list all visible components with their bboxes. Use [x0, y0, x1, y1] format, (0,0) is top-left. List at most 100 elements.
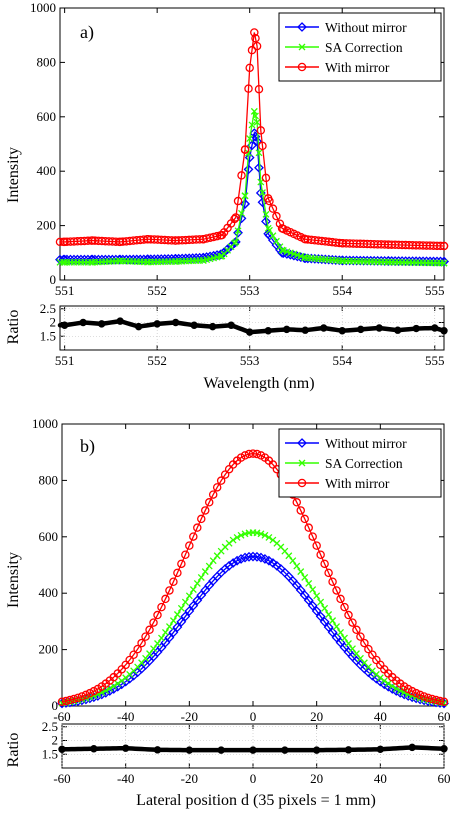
panel-a-ratio-ratio-point [60, 321, 69, 329]
panel-b-legend-marker [297, 438, 307, 448]
panel-a-ratio-ratio-point [394, 326, 402, 334]
panel-b-ratio-xtick-label: -60 [53, 771, 70, 786]
panel-a-ratio-ytick-label: 1.5 [40, 328, 56, 343]
panel-b-series-point [304, 523, 313, 532]
panel-a-series-point [76, 254, 86, 265]
panel-b-series-point [189, 586, 197, 594]
panel-b-series-point [364, 644, 373, 654]
panel-b-series-point [146, 650, 154, 658]
panel-a-ratio-xtick-label: 554 [332, 353, 352, 368]
panel-b-series-point [228, 558, 239, 568]
panel-a-series-point [254, 84, 264, 94]
panel-b-series-point [315, 611, 326, 622]
panel-b-series-point [419, 692, 429, 701]
panel-a-ratio-xtick-label: 552 [147, 353, 167, 368]
panel-b-series-point [192, 595, 203, 606]
panel-a-ratio-ratio-point [301, 326, 309, 334]
panel-b-ratio-ratio-point [58, 745, 66, 753]
panel-b-series-point [292, 498, 302, 507]
panel-a-ratio-ratio-point [208, 322, 217, 331]
panel-a-ytick-label: 400 [37, 163, 57, 178]
panel-b-xlabel: Lateral position d (35 pixels = 1 mm) [136, 792, 376, 809]
panel-b-series-point [189, 532, 198, 541]
panel-b-series-point [232, 555, 243, 566]
panel-b-xtick-label: -60 [53, 709, 70, 724]
panel-b-ytick-label: 600 [39, 529, 59, 544]
panel-a-series-point [143, 234, 153, 244]
panel-a-ratio-ratio-point [412, 324, 420, 333]
panel-b-series-point [312, 541, 321, 550]
panel-b-series-point [193, 579, 201, 587]
panel-a-ratio-xtick-label: 555 [425, 353, 445, 368]
panel-b-series-point [200, 506, 210, 515]
panel-b-series-point [173, 611, 181, 618]
panel-a-series-point [440, 259, 448, 267]
panel-b-series-point [439, 697, 449, 706]
panel-b-series-point [196, 590, 207, 601]
panel-a-series-point [244, 152, 255, 163]
panel-b-series-point [145, 625, 154, 635]
panel-a-ratio-ratio-point [134, 322, 143, 331]
panel-b-series-point [77, 692, 87, 701]
panel-b-legend-label: With mirror [325, 476, 390, 491]
panel-b-legend-marker [297, 478, 307, 488]
panel-a-series-point [79, 254, 90, 265]
panel-b-series-point [57, 697, 67, 706]
panel-b-series-point [301, 573, 309, 581]
panel-b-ratio-xtick-label: 0 [250, 771, 257, 786]
panel-b-series-point [265, 533, 273, 541]
panel-b-series-point [169, 577, 178, 586]
panel-b-ylabel: Intensity [5, 552, 22, 608]
panel-b-series-point [236, 553, 246, 564]
panel-a-ratio-ratio-point [357, 325, 365, 334]
panel-b-series-point [188, 600, 199, 611]
panel-b-series-point [229, 536, 237, 544]
panel-b-ytick-label: 0 [52, 698, 59, 713]
panel-a-ratio-ytick-label: 2 [50, 315, 57, 330]
panel-b-ratio-ratio-point [217, 746, 225, 754]
panel-b-series-point [320, 559, 329, 569]
panel-b-series-point [332, 586, 341, 595]
panel-b-series-point [396, 687, 404, 695]
panel-a-series-point [145, 254, 156, 265]
panel-b-legend-label: Without mirror [325, 436, 407, 451]
panel-a-series-point [234, 227, 242, 235]
panel-a-series-point [180, 253, 191, 264]
panel-b-series-point [305, 579, 313, 587]
panel-b-ratio-ytick-label: 2.5 [42, 719, 58, 734]
panel-b-series-point [158, 634, 165, 642]
panel-a-series-point [272, 211, 281, 221]
panel-a-series-point [230, 237, 241, 247]
panel-b-series-point [261, 531, 269, 539]
panel-a-xtick-label: 551 [55, 283, 75, 298]
panel-a-series-point [439, 241, 449, 251]
panel-b-series-point [299, 590, 310, 601]
panel-b-series-point [181, 550, 190, 559]
panel-b-series-point [233, 533, 241, 541]
panel-b-series-point [201, 568, 209, 576]
panel-a-series-point [61, 258, 69, 266]
panel-a-series-point [177, 253, 188, 264]
panel-a-legend-marker [297, 62, 307, 72]
panel-a-ytick-label: 800 [37, 54, 57, 69]
panel-b-series-point [102, 687, 110, 695]
panel-b-series-point [325, 611, 333, 618]
panel-a-series-point [252, 136, 263, 147]
panel-b-series-point [244, 551, 254, 562]
panel-a: Intensity a) Ratio Wavelength (nm) 0 200 4… [5, 0, 449, 392]
panel-a-series-point [265, 196, 274, 206]
panel-b-series-point [300, 514, 309, 524]
panel-b-series-point [331, 632, 342, 643]
panel-b-series-point [427, 694, 437, 704]
panel-a-ratio-ratio-point [79, 318, 87, 327]
panel-a-series-point [152, 254, 163, 265]
panel-b-series-point [160, 637, 171, 648]
panel-a-series-point [261, 173, 271, 183]
panel-b-series-point [337, 628, 345, 636]
panel-a-series-point [115, 237, 125, 247]
panel-a-ratio-ratio-point [320, 324, 328, 332]
panel-a-series-point [96, 254, 107, 265]
panel-a-series-point [262, 210, 270, 218]
panel-a-ratio-ratio-point [245, 328, 254, 336]
panel-b-series-point [327, 627, 338, 638]
